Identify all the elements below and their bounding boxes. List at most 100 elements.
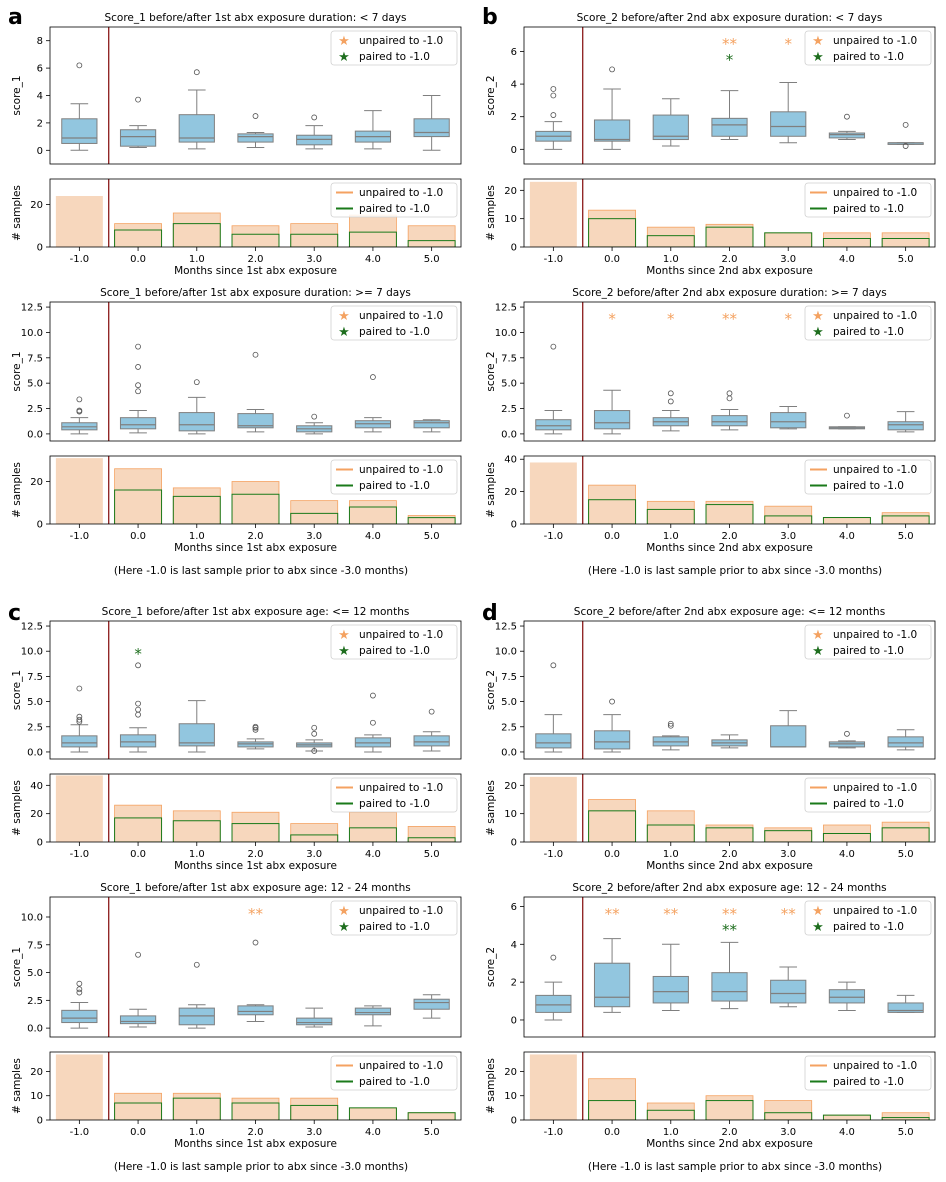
bar-paired: [172, 223, 221, 247]
y-axis-label: # samples: [485, 185, 497, 241]
y-tick-label: 20: [504, 186, 517, 197]
plot-area: [529, 462, 930, 524]
plot-area: [535, 662, 924, 753]
box-2.0: [711, 390, 748, 431]
y-tick-label: 6: [511, 47, 517, 58]
legend-star-unpaired-icon: ★: [338, 309, 350, 324]
outlier-point: [76, 716, 83, 723]
bar-paired: [231, 233, 280, 247]
y-tick-label: 12.5: [21, 303, 43, 314]
x-tick-label: -1.0: [70, 531, 90, 542]
y-tick-label: 40: [504, 455, 517, 466]
y-tick-label: 10.0: [21, 913, 43, 924]
bar-paired: [348, 231, 397, 247]
outlier-point: [609, 698, 615, 705]
legend-label-unpaired: unpaired to -1.0: [833, 187, 917, 199]
outlier-point: [135, 96, 141, 103]
x-tick-label: 0.0: [604, 849, 620, 860]
x-axis-label: Months since 2nd abx exposure: [646, 265, 813, 277]
x-tick-label: -1.0: [544, 254, 564, 265]
box-iqr: [119, 417, 157, 430]
legend-label-paired: paired to -1.0: [833, 326, 904, 338]
outlier-point: [193, 379, 200, 386]
bar-unpaired: [407, 1112, 456, 1120]
y-axis-label: score_2: [485, 351, 497, 391]
x-tick-label: 3.0: [780, 1127, 796, 1138]
x-tick-label: 5.0: [424, 849, 440, 860]
x-tick-label: 2.0: [722, 254, 738, 265]
legend: unpaired to -1.0 paired to -1.0: [804, 1055, 932, 1091]
x-tick-label: 1.0: [189, 254, 205, 265]
chart-b2n: 0 20 40 # samples -1.0 0.0 1.0 2.0 3.0 4.0 5.0 Mont…: [485, 455, 936, 554]
y-tick-label: 4: [511, 940, 517, 951]
significance-unpaired: **: [722, 905, 738, 923]
box-1.0: [652, 943, 689, 1012]
y-axis-label: # samples: [11, 462, 23, 518]
x-axis-label: Months since 2nd abx exposure: [646, 1138, 813, 1150]
chart-d1n: 0 10 20 # samples -1.0 0.0 1.0 2.0 3.0 4.0 5.0 Mont…: [485, 773, 936, 872]
legend-label-paired: paired to -1.0: [359, 203, 430, 215]
bar-paired: [646, 1109, 695, 1120]
outlier-point: [76, 685, 83, 692]
chart-group: Score_1 before/after 1st abx exposure du…: [11, 12, 936, 1150]
plot-area: [61, 343, 450, 435]
bar-unpaired: [231, 481, 280, 524]
chart-title: Score_2 before/after 2nd abx exposure ag…: [574, 606, 885, 618]
outlier-point: [135, 700, 141, 707]
legend-label-unpaired: unpaired to -1.0: [359, 1060, 443, 1072]
box-iqr: [887, 736, 924, 748]
bar-unpaired: [588, 209, 636, 247]
legend-label-paired: paired to -1.0: [359, 798, 430, 810]
y-tick-label: 5.0: [501, 697, 517, 708]
box-iqr: [119, 129, 157, 147]
bar-unpaired: [646, 810, 695, 842]
x-tick-label: 4.0: [365, 254, 381, 265]
chart-c1: Score_1 before/after 1st abx exposure ag…: [11, 606, 462, 760]
box-4.0: [354, 1005, 392, 1027]
x-tick-label: 4.0: [839, 1127, 855, 1138]
y-tick-label: 7.5: [27, 940, 43, 951]
box-0.0: [593, 938, 631, 1013]
box-2.0: [237, 723, 274, 750]
y-tick-label: 10.0: [495, 328, 517, 339]
outlier-point: [550, 343, 557, 350]
outlier-point: [252, 113, 259, 119]
legend-box: [330, 305, 458, 341]
legend-box: [804, 900, 932, 936]
x-tick-label: 2.0: [248, 849, 264, 860]
y-tick-label: 20: [30, 1067, 43, 1078]
box--1.0: [535, 86, 572, 150]
box-iqr: [61, 735, 98, 748]
legend-box: [804, 624, 932, 660]
plot-area: [535, 66, 924, 150]
outlier-point: [311, 748, 318, 754]
box--1.0: [61, 396, 98, 435]
y-tick-label: 10: [504, 809, 517, 820]
bar-unpaired: [290, 823, 339, 842]
y-tick-label: 0: [511, 520, 517, 531]
box-2.0: [237, 351, 274, 433]
y-tick-label: 0.0: [27, 747, 43, 758]
bar-unpaired: [55, 1054, 103, 1120]
bar-paired: [114, 489, 163, 524]
significance-paired: *: [726, 51, 734, 69]
legend-label-unpaired: unpaired to -1.0: [833, 310, 917, 322]
footnote-right-top: (Here -1.0 is last sample prior to abx s…: [588, 565, 882, 577]
significance-paired: *: [134, 645, 142, 663]
box-4.0: [354, 692, 392, 753]
legend: unpaired to -1.0 paired to -1.0: [330, 182, 458, 218]
box-iqr: [178, 723, 215, 747]
y-tick-label: 7.5: [27, 353, 43, 364]
x-tick-label: 5.0: [898, 849, 914, 860]
x-tick-label: -1.0: [544, 1127, 564, 1138]
x-axis-label: Months since 1st abx exposure: [174, 265, 337, 277]
bar-unpaired: [823, 517, 871, 524]
y-tick-label: 0.0: [501, 429, 517, 440]
y-tick-label: 6: [511, 902, 517, 913]
box-3.0: [770, 710, 807, 748]
outlier-point: [550, 112, 557, 118]
bar-unpaired: [231, 1097, 280, 1120]
box-0.0: [119, 343, 157, 434]
bar-unpaired: [881, 1112, 930, 1120]
significance-unpaired: *: [667, 310, 675, 328]
